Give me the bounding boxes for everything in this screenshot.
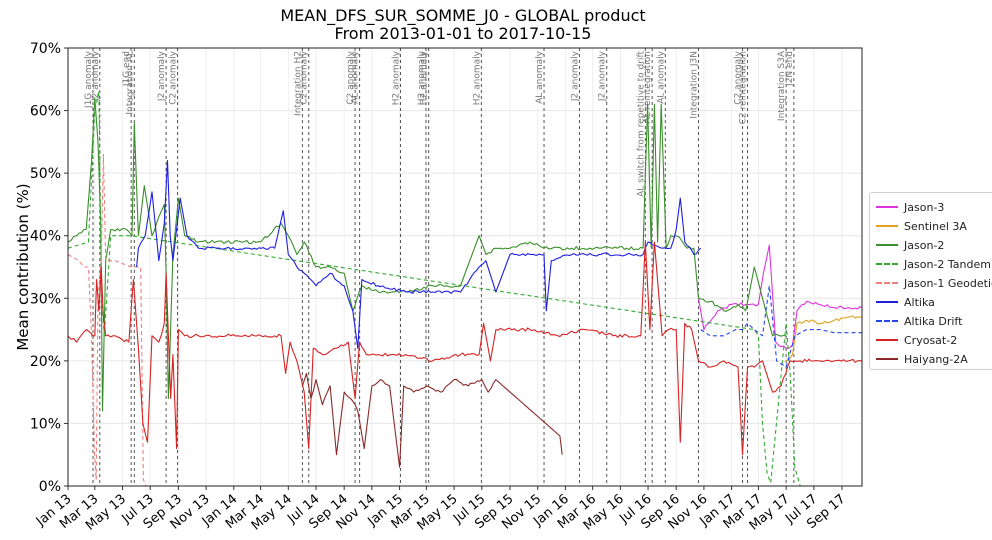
y-tick-label: 10%: [30, 416, 61, 432]
series-cryosat-2: [67, 241, 863, 456]
legend-label: Jason-1 Geodetic: [904, 276, 992, 290]
event-label: Integration J3N: [689, 51, 699, 119]
legend-item: Jason-2 Tandem: [876, 255, 992, 273]
series-altika-drift: [700, 285, 862, 368]
chart-title: MEAN_DFS_SUR_SOMME_J0 - GLOBAL product: [280, 6, 646, 25]
legend-label: Haiyang-2A: [904, 352, 968, 366]
legend-item: Jason-3: [876, 198, 992, 216]
series-jason-1-geodetic: [67, 153, 147, 487]
y-tick-label: 0%: [39, 479, 61, 495]
event-label: AL anomaly: [535, 50, 545, 104]
series-jason-3: [697, 244, 863, 349]
event-label: Integration H2: [293, 51, 303, 116]
series-altika: [136, 160, 702, 349]
legend-label: Cryosat-2: [904, 333, 958, 347]
event-label: J2 anomaly: [598, 50, 608, 102]
event-label: J2 anomaly: [570, 50, 580, 102]
legend-label: Altika: [904, 295, 935, 309]
event-label: C2 anomaly: [346, 50, 356, 104]
legend-label: Altika Drift: [904, 314, 963, 328]
event-label: J2 anomaly: [157, 50, 167, 102]
event-label: C2 anomaly: [300, 50, 310, 104]
event-label: H2 anomaly: [472, 50, 482, 105]
legend-label: Jason-3: [904, 200, 945, 214]
y-tick-label: 30%: [30, 291, 61, 307]
event-label: J2 anomaly: [91, 50, 101, 102]
event-label: C2 anomaly: [734, 50, 744, 104]
event-label: J2N end: [785, 51, 795, 87]
series-line: [700, 285, 862, 368]
legend-swatch: [876, 244, 898, 246]
y-tick-label: 50%: [30, 166, 61, 182]
series-line: [301, 372, 563, 468]
series-line: [785, 315, 862, 362]
event-label: H2 anomaly: [391, 50, 401, 105]
series-jason-2: [67, 97, 787, 412]
series-line: [67, 97, 787, 412]
legend-item: Jason-1 Geodetic: [876, 274, 992, 292]
series-sentinel-3a: [785, 315, 862, 362]
legend-swatch: [876, 339, 898, 341]
legend-swatch: [876, 206, 898, 208]
legend-swatch: [876, 282, 898, 284]
legend-swatch: [876, 320, 898, 322]
y-tick-label: 70%: [30, 41, 61, 57]
series-line: [67, 91, 801, 487]
series-haiyang-2a: [301, 372, 563, 468]
plot-frame: [67, 47, 863, 487]
event-label: Integration S3A: [777, 50, 787, 121]
event-label: AL anomaly: [351, 50, 361, 104]
event-label: C2 reintegration: [739, 51, 749, 124]
series-line: [67, 153, 147, 487]
y-tick-label: 40%: [30, 229, 61, 245]
event-label: J1G anomaly: [84, 50, 94, 109]
chart-subtitle: From 2013-01-01 to 2017-10-15: [334, 24, 592, 43]
legend-item: Sentinel 3A: [876, 217, 992, 235]
series-line: [67, 241, 863, 456]
legend-label: Sentinel 3A: [904, 219, 967, 233]
event-label: C2 anomaly: [168, 50, 178, 104]
series-layer: [67, 91, 863, 487]
series-jason-2-tandem: [67, 91, 801, 487]
event-label: H2 anomaly: [420, 50, 430, 105]
legend-item: Haiyang-2A: [876, 350, 992, 368]
legend: Jason-3 Sentinel 3A Jason-2 Jason-2 Tandem J…: [869, 192, 992, 370]
series-line: [697, 244, 863, 349]
event-label: H2 anomaly: [417, 50, 427, 105]
legend-swatch: [876, 301, 898, 303]
event-label: AL switch from repetitive to drift: [636, 51, 646, 197]
y-tick-label: 20%: [30, 354, 61, 370]
event-label: AL reintegration: [643, 51, 653, 124]
legend-swatch: [876, 263, 898, 265]
event-label: Integration AL: [125, 51, 135, 115]
event-label: J1G end: [122, 51, 132, 87]
legend-item: Jason-2: [876, 236, 992, 254]
legend-item: Cryosat-2: [876, 331, 992, 349]
series-line: [136, 160, 702, 349]
legend-item: Altika: [876, 293, 992, 311]
legend-item: Altika Drift: [876, 312, 992, 330]
y-tick-label: 60%: [30, 104, 61, 120]
legend-swatch: [876, 358, 898, 360]
event-label: AL anomaly: [656, 50, 666, 104]
legend-swatch: [876, 225, 898, 227]
legend-label: Jason-2: [904, 238, 945, 252]
legend-label: Jason-2 Tandem: [904, 257, 991, 271]
